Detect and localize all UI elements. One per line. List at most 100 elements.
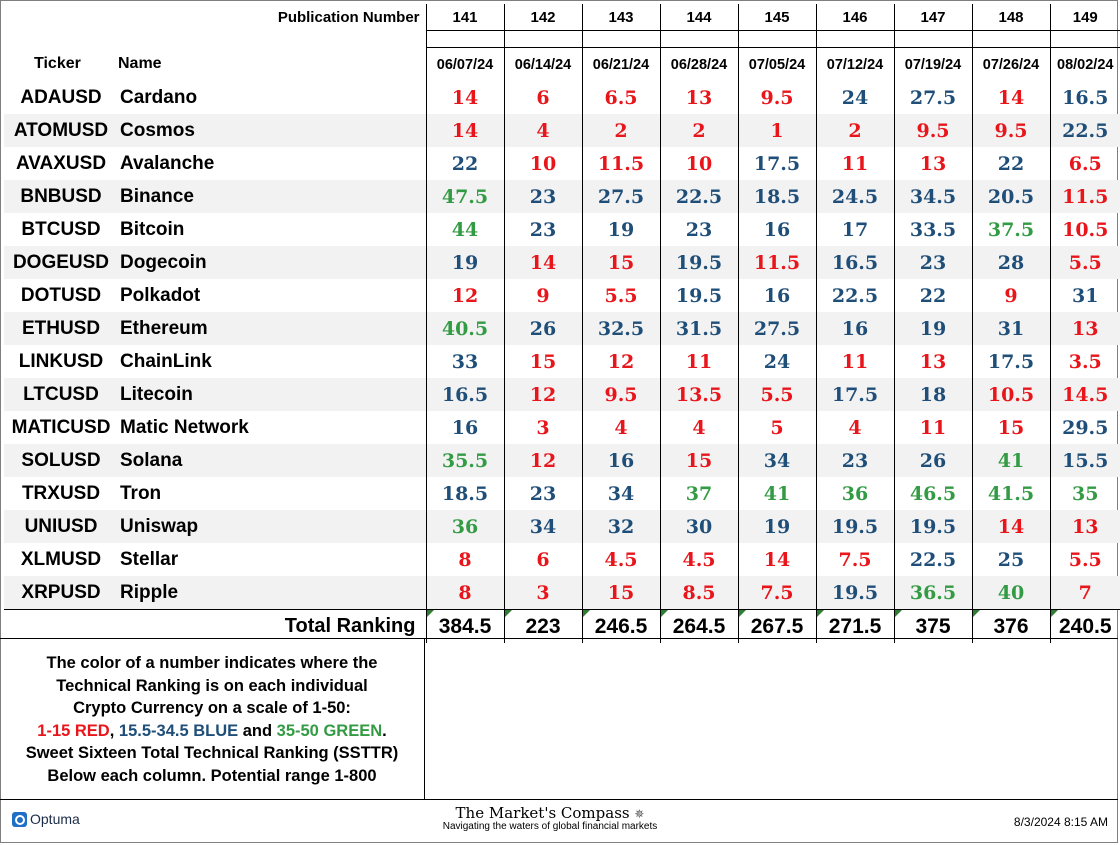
- optuma-logo-icon: [12, 811, 27, 827]
- table-row: TRXUSD Tron 18.5 23 34 37 41 36 46.5 41.5 35: [4, 477, 1120, 510]
- date-header: 06/21/24: [581, 47, 660, 81]
- name-cell: Dogecoin: [118, 246, 426, 279]
- ranking-value-cell: 16: [581, 444, 660, 477]
- publication-number: 148: [971, 4, 1050, 31]
- name-cell: Tron: [120, 482, 162, 504]
- ranking-value-cell: 4: [503, 114, 582, 147]
- ranking-value-cell: 11.5: [581, 147, 660, 180]
- ticker-cell: ADAUSD: [20, 86, 102, 108]
- table-row: DOTUSD Polkadot 12 9 5.5 19.5 16 22.5 22 9 31: [4, 279, 1120, 312]
- name-cell: Polkadot: [120, 284, 201, 306]
- comment-indicator-icon: [427, 610, 434, 617]
- name-cell: Ripple: [118, 576, 426, 610]
- date-header: 07/12/24: [815, 47, 894, 81]
- ranking-value-cell: 17.5: [737, 147, 816, 180]
- ticker-cell: LINKUSD: [18, 350, 104, 372]
- name-cell: Solana: [118, 444, 426, 477]
- ranking-value-cell: 11.5: [737, 246, 816, 279]
- name-cell: Matic Network: [120, 416, 249, 438]
- ranking-value-cell: 22.5: [815, 279, 894, 312]
- ranking-value-cell: 35.5: [425, 444, 504, 477]
- ticker-cell: TRXUSD: [21, 482, 101, 504]
- table-row: ETHUSD Ethereum 40.5 26 32.5 31.5 27.5 16 19 31 13: [4, 312, 1120, 345]
- timestamp: 8/3/2024 8:15 AM: [1013, 815, 1108, 829]
- ranking-value-cell: 15: [503, 345, 582, 378]
- date-header: 07/26/24: [971, 47, 1050, 81]
- ranking-value-cell: 17: [815, 213, 894, 246]
- ranking-value-cell: 12: [425, 279, 504, 312]
- ticker-column-header: Ticker: [34, 55, 81, 73]
- name-cell: Ethereum: [118, 312, 426, 345]
- ticker-cell: BNBUSD: [4, 180, 118, 213]
- ranking-value-cell: 10.5: [1049, 213, 1120, 246]
- comment-indicator-icon: [817, 610, 824, 617]
- ranking-value-cell: 13: [1049, 312, 1120, 345]
- ranking-value-cell: 34: [581, 477, 660, 510]
- ticker-cell: BTCUSD: [21, 218, 101, 240]
- compass-subtitle: Navigating the waters of global financia…: [442, 821, 658, 832]
- markets-compass-brand: The Market's Compass ✵ Navigating the wa…: [440, 804, 660, 832]
- name-cell: Bitcoin: [120, 218, 185, 240]
- ranking-value-cell: 34: [737, 444, 816, 477]
- ranking-value-cell: 4.5: [581, 543, 660, 576]
- date-header: 06/07/24: [425, 47, 504, 81]
- ranking-value-cell: 15: [971, 411, 1050, 444]
- date-header: 06/14/24: [503, 47, 582, 81]
- name-cell: ChainLink: [120, 350, 212, 372]
- ranking-value-cell: 15: [659, 444, 738, 477]
- ranking-value-cell: 14.5: [1049, 378, 1120, 411]
- ranking-value-cell: 13: [893, 147, 972, 180]
- ranking-value-cell: 36.5: [893, 576, 972, 610]
- ranking-value-cell: 27.5: [737, 312, 816, 345]
- ticker-cell: UNIUSD: [4, 510, 118, 543]
- comment-indicator-icon: [583, 610, 590, 617]
- separator: and: [238, 721, 277, 740]
- ranking-value-cell: 24.5: [815, 180, 894, 213]
- date-header: 08/02/24: [1049, 47, 1120, 81]
- ranking-value-cell: 26: [503, 312, 582, 345]
- comment-indicator-icon: [739, 610, 746, 617]
- ranking-value-cell: 31: [971, 312, 1050, 345]
- ranking-value-cell: 19.5: [815, 510, 894, 543]
- table-row: BNBUSD Binance 47.5 23 27.5 22.5 18.5 24.5 34.5 2…: [4, 180, 1120, 213]
- ranking-value-cell: 23: [893, 246, 972, 279]
- date-row: Ticker Name 06/07/24 06/14/24 06/21/24 0…: [4, 47, 1120, 81]
- green-range-label: 35-50 GREEN: [276, 721, 383, 740]
- total-ranking-cell: 384.5: [425, 609, 504, 643]
- comment-indicator-icon: [1051, 610, 1058, 617]
- ranking-value-cell: 5.5: [1049, 543, 1120, 576]
- ranking-value-cell: 6.5: [581, 81, 660, 114]
- ranking-value-cell: 9.5: [893, 114, 972, 147]
- total-ranking-value: 246.5: [594, 614, 648, 638]
- red-range-label: 1-15 RED: [37, 721, 110, 740]
- publication-number: 147: [893, 4, 972, 31]
- table-row: AVAXUSD Avalanche 22 10 11.5 10 17.5 11 13 22 6.5: [4, 147, 1120, 180]
- ranking-value-cell: 22.5: [659, 180, 738, 213]
- publication-number-label: Publication Number: [277, 8, 420, 26]
- note-line: Below each column. Potential range 1-800: [47, 766, 377, 785]
- ranking-value-cell: 47.5: [425, 180, 504, 213]
- ranking-value-cell: 44: [425, 213, 504, 246]
- ticker-cell: ETHUSD: [4, 312, 118, 345]
- comment-indicator-icon: [895, 610, 902, 617]
- publication-row: Publication Number 141 142 143 144 145 1…: [4, 4, 1120, 31]
- date-header: 07/05/24: [737, 47, 816, 81]
- ranking-value-cell: 15: [581, 576, 660, 610]
- total-ranking-cell: 376: [971, 609, 1050, 643]
- ranking-value-cell: 19.5: [659, 279, 738, 312]
- ranking-value-cell: 9: [503, 279, 582, 312]
- ranking-value-cell: 19.5: [815, 576, 894, 610]
- ranking-value-cell: 6: [503, 81, 582, 114]
- footer-divider: [0, 799, 1118, 800]
- ranking-value-cell: 16.5: [425, 378, 504, 411]
- ranking-value-cell: 37: [659, 477, 738, 510]
- ranking-value-cell: 14: [971, 510, 1050, 543]
- note-line: The color of a number indicates where th…: [46, 654, 378, 672]
- ranking-value-cell: 23: [503, 213, 582, 246]
- ranking-value-cell: 12: [503, 378, 582, 411]
- ticker-cell: SOLUSD: [4, 444, 118, 477]
- ranking-value-cell: 35: [1049, 477, 1120, 510]
- total-ranking-cell: 271.5: [815, 609, 894, 643]
- ranking-value-cell: 11: [893, 411, 972, 444]
- name-column-header: Name: [118, 55, 162, 73]
